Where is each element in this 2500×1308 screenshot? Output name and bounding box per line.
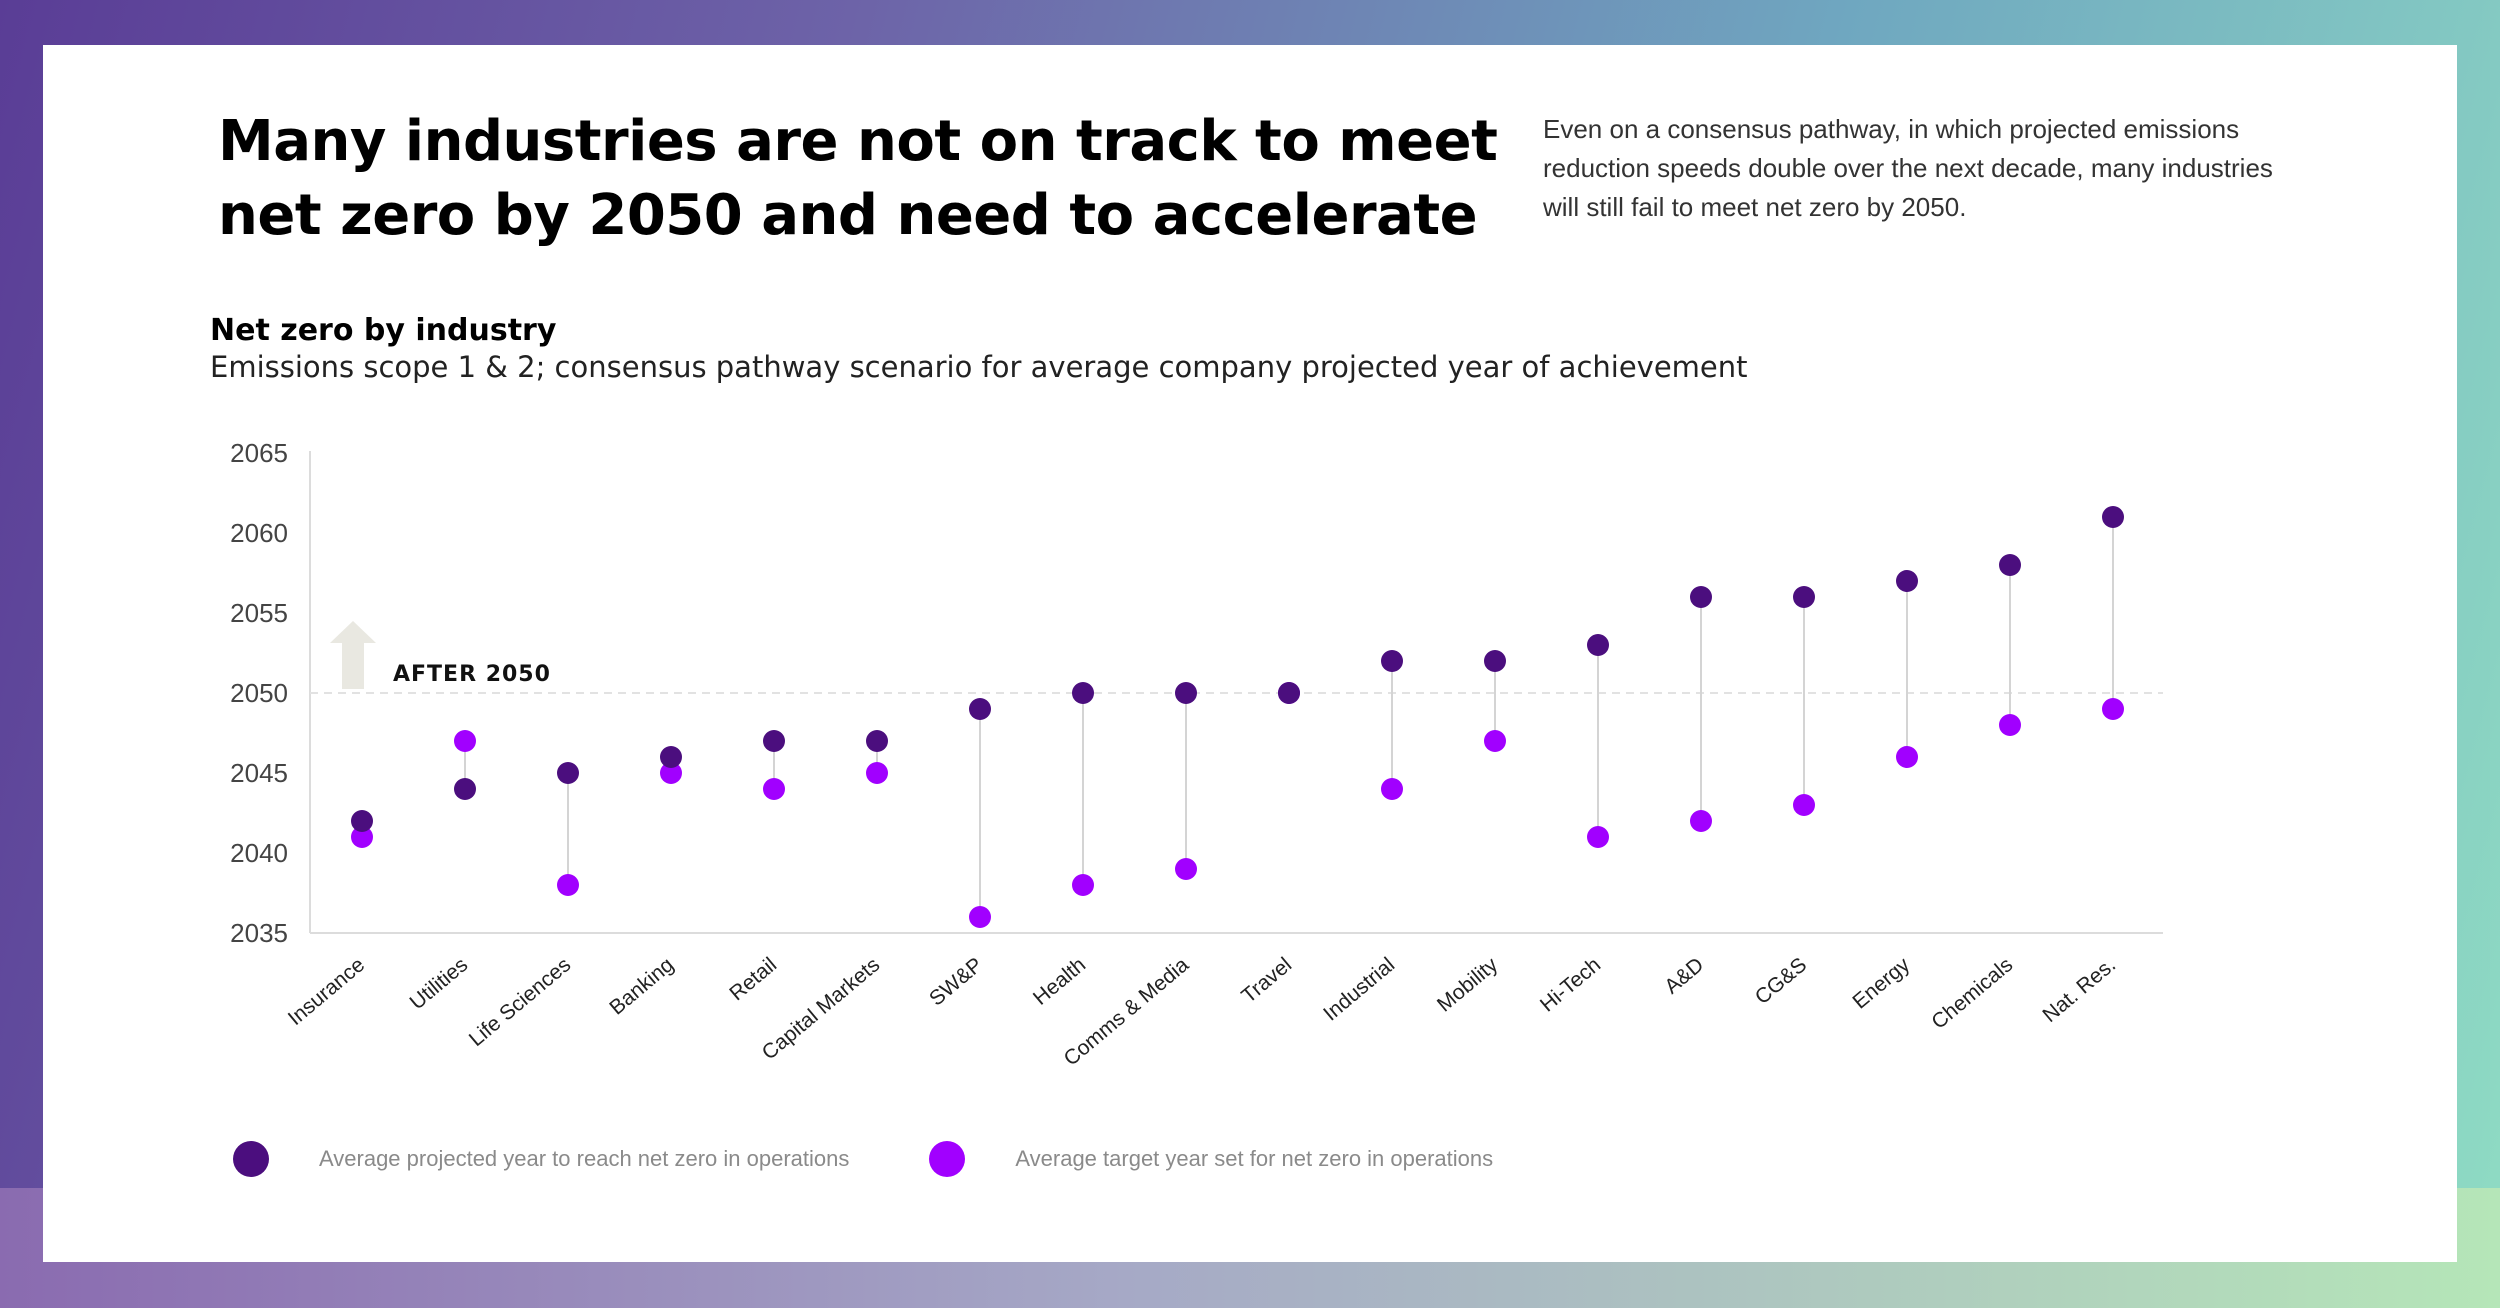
target-year-point xyxy=(1072,874,1094,896)
y-tick-label: 2055 xyxy=(230,598,288,628)
legend-label-projected: Average projected year to reach net zero… xyxy=(319,1146,850,1171)
projected-year-point xyxy=(1484,650,1506,672)
x-category-label: Hi-Tech xyxy=(1536,953,1605,1016)
chart-points xyxy=(351,506,2124,928)
projected-year-point xyxy=(866,730,888,752)
target-year-point xyxy=(1484,730,1506,752)
target-year-point xyxy=(2102,698,2124,720)
x-category-label: Life Sciences xyxy=(465,953,575,1051)
projected-year-point xyxy=(454,778,476,800)
x-category-label: Retail xyxy=(725,953,781,1005)
projected-year-point xyxy=(1690,586,1712,608)
x-category-label: Industrial xyxy=(1319,953,1399,1025)
chart-subtitle: Emissions scope 1 & 2; consensus pathway… xyxy=(210,350,1748,384)
chart-card: Many industries are not on track to meet… xyxy=(43,45,2457,1262)
chart-axes: 2065 2060 2055 2050 2045 2040 2035 xyxy=(230,438,2163,948)
legend-marker-projected xyxy=(233,1141,269,1177)
x-category-label: SW&P xyxy=(925,953,987,1010)
projected-year-point xyxy=(557,762,579,784)
x-category-label: A&D xyxy=(1660,953,1708,998)
up-arrow-icon xyxy=(330,621,376,689)
after-2050-label: AFTER 2050 xyxy=(393,662,551,687)
chart-legend: Average projected year to reach net zero… xyxy=(233,1141,1493,1177)
y-tick-label: 2035 xyxy=(230,918,288,948)
x-category-label: CG&S xyxy=(1751,953,1811,1009)
y-tick-label: 2065 xyxy=(230,438,288,468)
x-category-label: Utilities xyxy=(406,953,473,1014)
target-year-point xyxy=(454,730,476,752)
chart-stems xyxy=(361,517,2114,917)
page-headline: Many industries are not on track to meet… xyxy=(218,105,1498,253)
x-category-label: Insurance xyxy=(284,953,369,1030)
target-year-point xyxy=(763,778,785,800)
projected-year-point xyxy=(1381,650,1403,672)
target-year-point xyxy=(866,762,888,784)
target-year-point xyxy=(557,874,579,896)
projected-year-point xyxy=(1587,634,1609,656)
target-year-point xyxy=(1381,778,1403,800)
chart-title: Net zero by industry xyxy=(210,313,557,348)
headline-line-2: net zero by 2050 and need to accelerate xyxy=(218,183,1478,248)
intro-paragraph: Even on a consensus pathway, in which pr… xyxy=(1543,114,2273,222)
x-category-label: Travel xyxy=(1237,953,1296,1008)
projected-year-point xyxy=(1793,586,1815,608)
projected-year-point xyxy=(1175,682,1197,704)
target-year-point xyxy=(1587,826,1609,848)
y-tick-label: 2050 xyxy=(230,678,288,708)
headline-line-1: Many industries are not on track to meet xyxy=(218,109,1498,174)
target-year-point xyxy=(1175,858,1197,880)
projected-year-point xyxy=(1072,682,1094,704)
target-year-point xyxy=(969,906,991,928)
target-year-point xyxy=(1793,794,1815,816)
projected-year-point xyxy=(2102,506,2124,528)
after-2050-annotation: AFTER 2050 xyxy=(330,621,551,689)
projected-year-point xyxy=(1896,570,1918,592)
legend-item-projected: Average projected year to reach net zero… xyxy=(233,1141,849,1177)
target-year-point xyxy=(1896,746,1918,768)
legend-marker-target xyxy=(929,1141,966,1177)
x-category-label: Nat. Res. xyxy=(2038,953,2120,1027)
y-tick-label: 2040 xyxy=(230,838,288,868)
x-category-label: Health xyxy=(1029,953,1090,1010)
y-tick-label: 2045 xyxy=(230,758,288,788)
projected-year-point xyxy=(351,810,373,832)
projected-year-point xyxy=(969,698,991,720)
x-category-label: Chemicals xyxy=(1927,953,2017,1034)
target-year-point xyxy=(351,826,373,848)
target-year-point xyxy=(660,762,682,784)
x-category-label: Banking xyxy=(605,953,678,1019)
projected-year-point xyxy=(1999,554,2021,576)
legend-label-target: Average target year set for net zero in … xyxy=(1015,1146,1494,1171)
x-category-label: Mobility xyxy=(1433,953,1503,1017)
projected-year-point xyxy=(1278,682,1300,704)
y-tick-label: 2060 xyxy=(230,518,288,548)
target-year-point xyxy=(1690,810,1712,832)
x-category-label: Energy xyxy=(1848,953,1914,1014)
projected-year-point xyxy=(763,730,785,752)
target-year-point xyxy=(1999,714,2021,736)
legend-item-target: Average target year set for net zero in … xyxy=(929,1141,1493,1177)
projected-year-point xyxy=(660,746,682,768)
